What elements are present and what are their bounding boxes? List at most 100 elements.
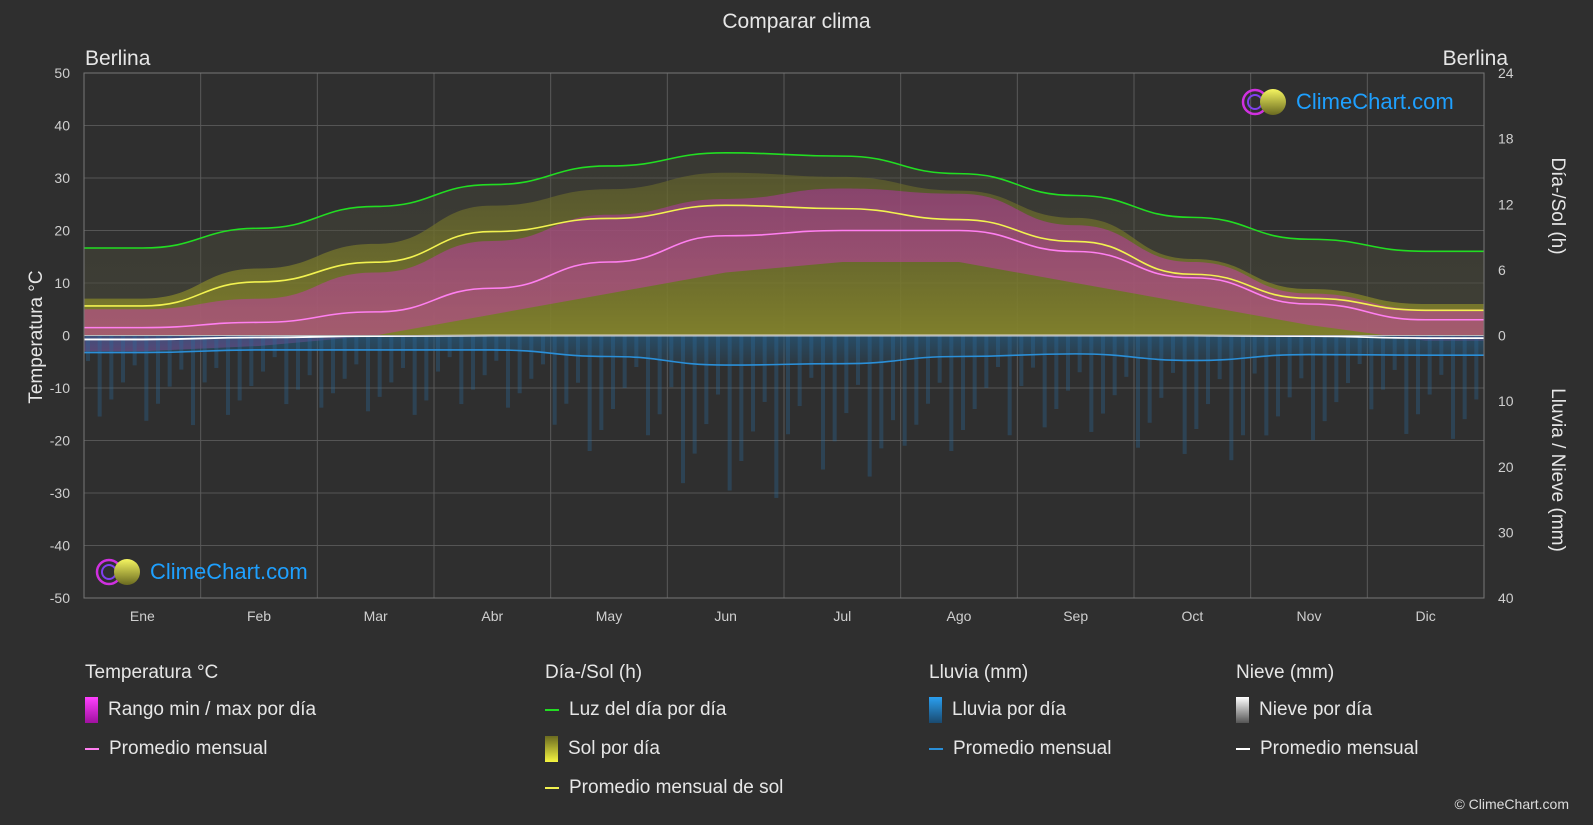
rain-bar <box>1369 335 1374 410</box>
daylight-line <box>84 152 1484 253</box>
rain-bar <box>692 335 697 454</box>
rain-avg-swatch <box>929 748 943 750</box>
y-tick-label-left: 50 <box>54 65 70 81</box>
x-tick-label: Oct <box>1181 608 1203 624</box>
y-tick-label-right: 20 <box>1498 459 1514 475</box>
rain-bar <box>482 335 487 376</box>
rain-bar <box>1252 335 1257 374</box>
rain-bar <box>844 335 849 414</box>
logo-top: ClimeChart.com <box>1240 87 1454 117</box>
legend-sun-title: Día-/Sol (h) <box>545 662 643 683</box>
y-tick-label-left: 40 <box>54 118 70 134</box>
rain-bar <box>1241 335 1245 436</box>
rain-bar <box>1054 335 1059 409</box>
rain-bar <box>996 335 1000 367</box>
rain-bar <box>1019 335 1024 387</box>
rain-bar <box>1229 335 1234 461</box>
rain-bar <box>1264 335 1269 436</box>
legend-item-temp-avg: Promedio mensual <box>85 737 316 761</box>
x-tick-label: Sep <box>1063 608 1088 624</box>
rain-bar <box>307 335 312 376</box>
rain-bar <box>564 335 569 404</box>
temp-avg-swatch <box>85 748 99 750</box>
legend-item-rain: Lluvia por día <box>929 697 1111 723</box>
rain-bar <box>622 335 627 388</box>
snow-swatch <box>1236 697 1249 723</box>
rain-bar <box>389 335 394 383</box>
legend-temperature: Temperatura °C Rango min / max por día P… <box>85 662 316 776</box>
temp-range-swatch <box>85 697 98 723</box>
x-tick-label: Abr <box>481 608 503 624</box>
rain-bar <box>972 335 977 409</box>
rain-swatch <box>929 697 942 723</box>
y-tick-label-right: 10 <box>1498 393 1514 409</box>
rain-bar <box>226 335 230 415</box>
legend-rain: Lluvia (mm) Lluvia por día Promedio mens… <box>929 662 1111 776</box>
rain-bar <box>576 335 580 383</box>
rain-bar <box>1322 335 1327 422</box>
rain-bar <box>156 335 160 404</box>
rain-bar <box>611 335 615 409</box>
rain-bar <box>1381 335 1385 390</box>
snow-avg-swatch <box>1236 748 1250 750</box>
x-tick-label: Dic <box>1416 608 1436 624</box>
rain-bar <box>1404 335 1409 434</box>
rain-bar <box>762 335 767 402</box>
rain-bar <box>494 335 499 361</box>
legend-rain-title: Lluvia (mm) <box>929 662 1029 683</box>
rain-bar <box>891 335 895 421</box>
daylight-swatch <box>545 709 559 711</box>
rain-bar <box>657 335 662 415</box>
rain-bar <box>961 335 965 430</box>
rain-bar <box>331 335 335 394</box>
logo-icon <box>95 558 140 586</box>
y-tick-label-right: 40 <box>1498 590 1514 606</box>
rain-bar <box>144 335 149 421</box>
rain-bar <box>1101 335 1105 414</box>
y-tick-label-right: 6 <box>1498 262 1506 278</box>
legend-item-snow: Nieve por día <box>1236 697 1418 723</box>
rain-bar <box>377 335 382 397</box>
legend-label: Sol por día <box>568 738 660 759</box>
legend-snow-title: Nieve (mm) <box>1236 662 1335 683</box>
y-tick-label-left: -20 <box>50 433 70 449</box>
rain-bar <box>751 335 755 432</box>
legend-label: Promedio mensual <box>953 738 1112 759</box>
rain-bar <box>506 335 510 408</box>
rain-bar <box>902 335 907 446</box>
y-tick-label-left: -30 <box>50 485 70 501</box>
sunshine-swatch <box>545 736 558 762</box>
rain-bar <box>1392 335 1397 370</box>
logo-bottom: ClimeChart.com <box>94 557 308 587</box>
rain-bar <box>1171 335 1175 373</box>
rain-bar <box>121 335 125 383</box>
legend-snow: Nieve (mm) Nieve por día Promedio mensua… <box>1236 662 1418 776</box>
rain-bar <box>949 335 954 451</box>
legend-item-temp-range: Rango min / max por día <box>85 697 317 723</box>
legend-label: Promedio mensual <box>109 738 268 759</box>
rain-bar <box>1299 335 1304 379</box>
rain-bar <box>1159 335 1164 398</box>
rain-bar <box>774 335 779 498</box>
rain-bar <box>1042 335 1047 428</box>
x-tick-label: Ago <box>947 608 972 624</box>
rain-bar <box>681 335 685 484</box>
rain-bar <box>529 335 534 379</box>
y-tick-label-left: -10 <box>50 380 70 396</box>
rain-bar <box>832 335 837 442</box>
y-tick-label-left: -50 <box>50 590 70 606</box>
y-tick-label-left: 20 <box>54 223 70 239</box>
x-tick-label: Ene <box>130 608 155 624</box>
rain-bar <box>1217 335 1222 380</box>
chart-title: Comparar clima <box>722 10 871 33</box>
rain-bar <box>541 335 545 365</box>
rain-bar <box>926 335 930 404</box>
rain-bar <box>447 335 452 358</box>
rain-bar <box>1276 335 1280 417</box>
rain-bar <box>809 335 814 378</box>
y-tick-label-left: 10 <box>54 275 70 291</box>
legend-item-daylight: Luz del día por día <box>545 698 783 722</box>
legend-label: Rango min / max por día <box>108 699 317 720</box>
x-tick-label: Feb <box>247 608 271 624</box>
